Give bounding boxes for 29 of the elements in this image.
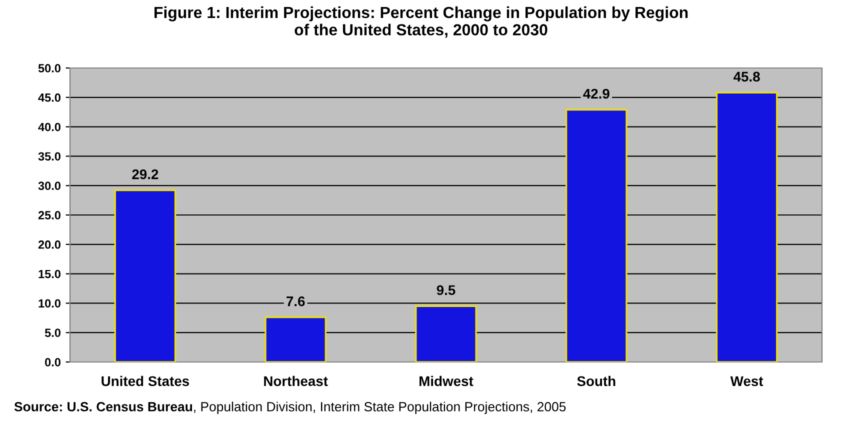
- data-label: 29.2: [132, 169, 158, 180]
- x-tick-label: Northeast: [264, 376, 328, 386]
- x-tick-label: United States: [102, 376, 190, 386]
- y-tick-label: 25.0: [38, 211, 60, 220]
- data-label: 42.9: [583, 88, 610, 99]
- source-note: Source: U.S. Census Bureau: [14, 402, 192, 412]
- x-tick-label: South: [577, 376, 616, 386]
- bar: [264, 316, 327, 362]
- y-tick-label: 35.0: [38, 152, 60, 161]
- x-tick-label: Midwest: [420, 376, 474, 386]
- y-tick-label: 0.0: [45, 358, 60, 366]
- bar: [716, 92, 778, 362]
- data-label: 7.6: [286, 296, 305, 306]
- bar: [565, 108, 628, 362]
- text: , Population Division, Interim State Population Projections, 2005: [194, 402, 566, 414]
- bar: [114, 189, 176, 362]
- data-label: 45.8: [733, 72, 760, 82]
- bar: [415, 305, 477, 362]
- y-tick-label: 20.0: [38, 240, 60, 249]
- y-tick-label: 40.0: [38, 122, 60, 132]
- x-tick-label: West: [730, 376, 764, 386]
- y-tick-label: 5.0: [44, 328, 60, 337]
- chart-title: Figure 1: Interim Projections: Percent Change in Population by Region of the United States, 2000 to 2030: [154, 6, 688, 38]
- y-tick-label: 10.0: [38, 299, 60, 308]
- y-tick-label: 45.0: [38, 93, 60, 102]
- y-tick-label: 15.0: [38, 270, 60, 278]
- data-label: 9.5: [436, 285, 456, 296]
- y-tick-label: 50.0: [38, 64, 60, 72]
- y-tick-label: 30.0: [38, 182, 60, 190]
